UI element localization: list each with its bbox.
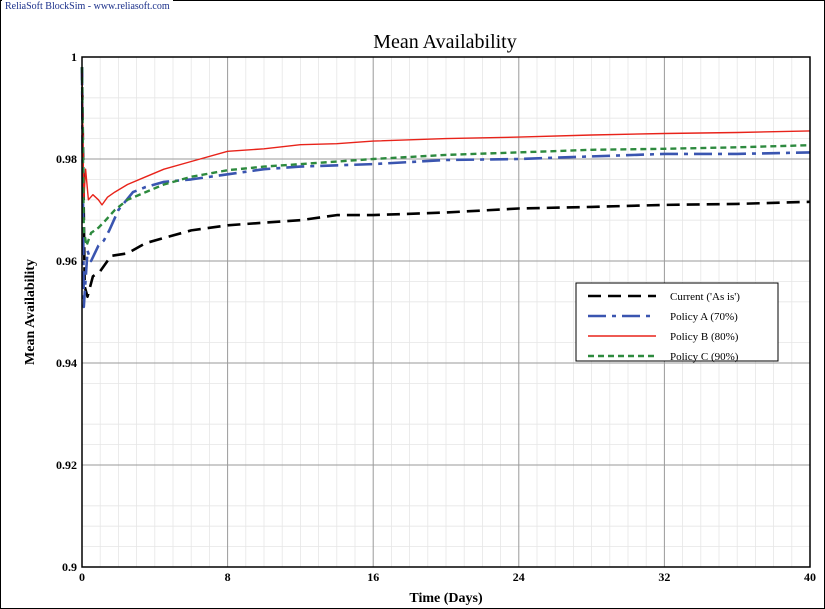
y-tick-label: 0.9 — [62, 560, 77, 574]
chart-title: Mean Availability — [373, 31, 517, 53]
x-axis-label: Time (Days) — [409, 591, 483, 606]
x-tick-label: 40 — [804, 570, 816, 584]
y-tick-label: 0.98 — [56, 152, 77, 166]
y-tick-label: 0.92 — [56, 458, 77, 472]
x-tick-label: 32 — [658, 570, 670, 584]
legend: Current ('As is') Policy A (70%) Policy B … — [575, 282, 779, 363]
series-lines — [80, 67, 811, 309]
y-tick-label: 1 — [71, 50, 77, 64]
legend-label: Policy B (80%) — [670, 331, 739, 343]
x-tick-label: 16 — [367, 570, 379, 584]
axis-ticks: 0 8 16 24 32 40 0.9 0.92 0.94 0.96 0.98 1 — [56, 50, 816, 584]
y-axis-label: Mean Availability — [23, 259, 38, 365]
y-tick-label: 0.94 — [56, 356, 77, 370]
source-watermark: ReliaSoft BlockSim - www.reliasoft.com — [2, 0, 173, 14]
legend-label: Policy C (90%) — [670, 351, 739, 363]
series-line-3 — [81, 67, 811, 206]
x-tick-label: 24 — [513, 570, 525, 584]
legend-label: Policy A (70%) — [670, 311, 738, 323]
series-line-1 — [80, 67, 811, 298]
y-tick-label: 0.96 — [56, 254, 77, 268]
x-tick-label: 0 — [79, 570, 85, 584]
plot-area-border — [81, 56, 811, 568]
series-line-4 — [80, 67, 811, 247]
legend-label: Current ('As is') — [670, 291, 740, 303]
x-tick-label: 8 — [225, 570, 231, 584]
